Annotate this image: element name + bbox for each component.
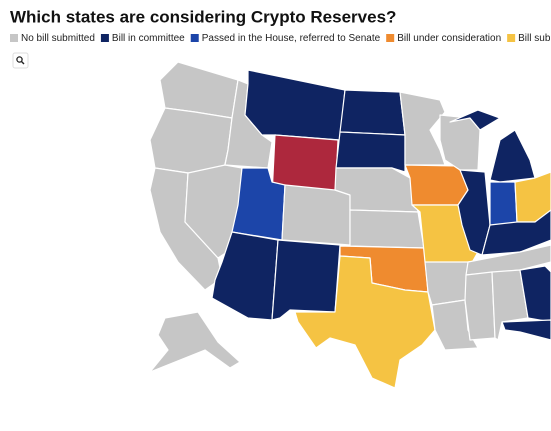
state <box>481 209 551 256</box>
state <box>294 255 436 389</box>
legend-label: Bill in committee <box>112 33 185 44</box>
legend: No bill submitted Bill in committee Passed… <box>10 33 551 44</box>
state <box>501 319 551 341</box>
us-map <box>149 61 551 389</box>
search-icon[interactable] <box>16 56 23 63</box>
state <box>457 169 491 256</box>
state <box>464 271 496 341</box>
state <box>424 261 471 306</box>
state <box>149 311 241 373</box>
legend-label: No bill submitted <box>21 33 95 44</box>
legend-swatch <box>507 34 516 42</box>
state <box>349 209 425 249</box>
legend-label: Bill submitted <box>518 33 551 44</box>
state <box>339 89 406 136</box>
map-title: Which states are considering Crypto Rese… <box>10 7 396 26</box>
state <box>404 164 469 206</box>
state <box>244 69 346 141</box>
search-button[interactable] <box>12 52 29 69</box>
legend-swatch <box>386 34 395 42</box>
state <box>399 91 446 166</box>
state <box>489 129 536 183</box>
state <box>281 184 351 246</box>
state <box>519 265 551 323</box>
state <box>449 109 501 131</box>
legend-swatch <box>100 34 109 42</box>
search-button-frame[interactable] <box>12 52 29 69</box>
state <box>271 239 341 321</box>
legend-swatch <box>10 34 18 42</box>
legend-label: Passed in the House, referred to Senate <box>202 33 381 44</box>
legend-swatch <box>190 34 199 42</box>
legend-label: Bill under consideration <box>397 33 501 44</box>
state <box>335 131 406 173</box>
search-icon[interactable] <box>21 61 25 65</box>
